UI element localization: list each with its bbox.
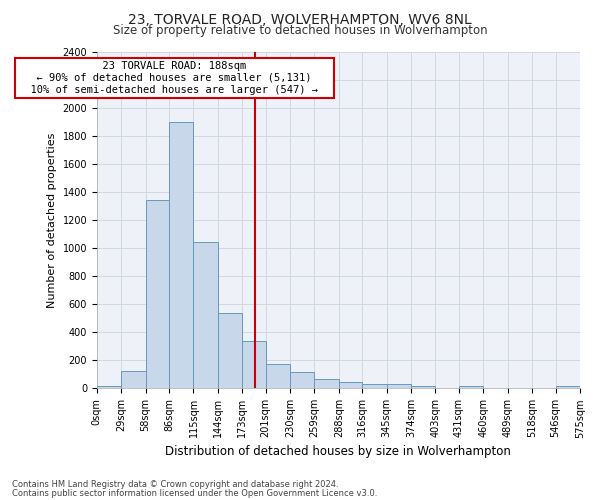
Text: Contains HM Land Registry data © Crown copyright and database right 2024.: Contains HM Land Registry data © Crown c… [12,480,338,489]
Text: Contains public sector information licensed under the Open Government Licence v3: Contains public sector information licen… [12,488,377,498]
Bar [387,384,411,388]
Bar [266,364,290,388]
Bar [169,122,193,388]
Bar [290,372,314,388]
Bar [556,386,580,388]
Bar [339,382,362,388]
X-axis label: Distribution of detached houses by size in Wolverhampton: Distribution of detached houses by size … [166,444,511,458]
Text: Size of property relative to detached houses in Wolverhampton: Size of property relative to detached ho… [113,24,487,37]
Text: 23 TORVALE ROAD: 188sqm  
  ← 90% of detached houses are smaller (5,131)  
  10%: 23 TORVALE ROAD: 188sqm ← 90% of detache… [18,62,331,94]
Bar [314,379,339,388]
Bar [193,242,218,388]
Bar [97,386,121,388]
Bar [121,371,146,388]
Bar [146,200,169,388]
Bar [362,384,387,388]
Bar [242,340,266,388]
Text: 23, TORVALE ROAD, WOLVERHAMPTON, WV6 8NL: 23, TORVALE ROAD, WOLVERHAMPTON, WV6 8NL [128,12,472,26]
Y-axis label: Number of detached properties: Number of detached properties [47,132,57,308]
Bar [459,386,484,388]
Bar [411,386,436,388]
Bar [218,312,242,388]
